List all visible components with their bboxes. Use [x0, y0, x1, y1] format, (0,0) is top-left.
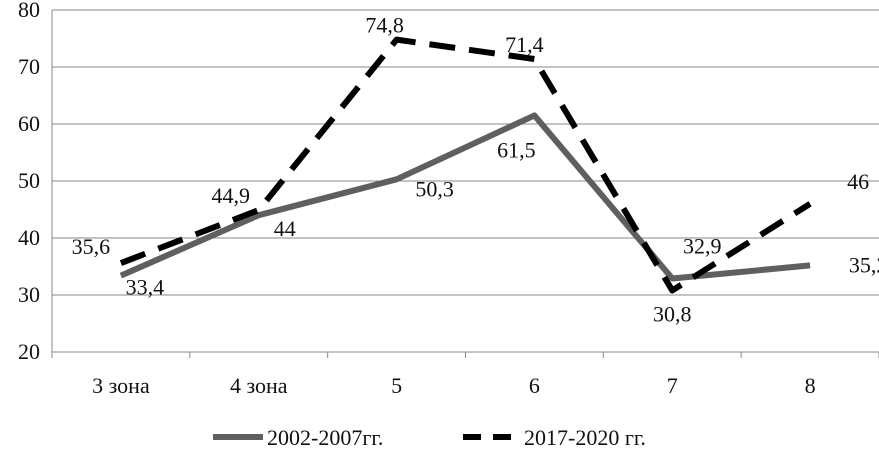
x-tick-label: 5: [391, 373, 402, 398]
gridlines: [52, 9, 879, 353]
data-label: 32,9: [683, 233, 722, 258]
y-axis-ticks: 20 30 40 50 60 70 80: [18, 0, 40, 364]
legend-label: 2002-2007гг.: [267, 425, 383, 449]
y-tick-label: 60: [18, 111, 40, 136]
x-tick-label: 7: [667, 373, 678, 398]
data-label: 71,4: [505, 32, 544, 57]
y-tick-label: 30: [18, 282, 40, 307]
x-axis-ticks: 3 зона 4 зона 5 6 7 8: [51, 352, 879, 398]
x-tick-label: 6: [529, 373, 540, 398]
x-tick-label: 4 зона: [230, 373, 288, 398]
legend-label: 2017-2020 гг.: [524, 425, 646, 449]
data-label: 74,8: [365, 13, 404, 38]
x-tick-label: 8: [805, 373, 816, 398]
data-label: 44: [274, 216, 296, 241]
data-label: 35,6: [72, 234, 111, 259]
data-label: 61,5: [497, 137, 536, 162]
legend: 2002-2007гг. 2017-2020 гг.: [213, 425, 646, 449]
x-tick-label: 3 зона: [92, 373, 150, 398]
y-tick-label: 80: [18, 0, 40, 22]
y-tick-label: 20: [18, 339, 40, 364]
data-label: 44,9: [212, 183, 251, 208]
y-tick-label: 50: [18, 168, 40, 193]
y-tick-label: 40: [18, 225, 40, 250]
data-label: 35,2: [849, 252, 879, 277]
data-labels-series-2: 35,6 44,9 74,8 71,4 30,8 46: [72, 13, 869, 327]
data-label: 50,3: [415, 176, 454, 201]
data-label: 30,8: [653, 301, 692, 326]
y-tick-label: 70: [18, 54, 40, 79]
data-label: 46: [847, 169, 869, 194]
series-line-2: [119, 36, 812, 294]
data-labels-series-1: 33,4 44 50,3 61,5 32,9 35,2: [126, 137, 879, 299]
data-label: 33,4: [126, 275, 165, 300]
